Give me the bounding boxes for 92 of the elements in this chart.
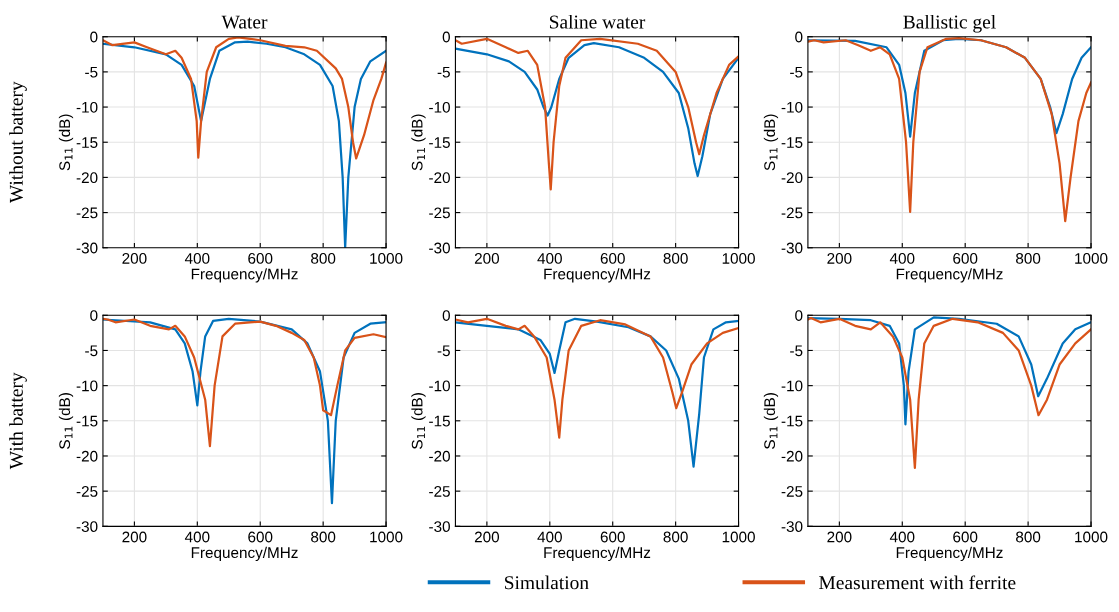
x-tick-label: 400 bbox=[537, 531, 562, 543]
x-tick-label: 200 bbox=[122, 253, 147, 264]
y-tick-label: -20 bbox=[76, 450, 98, 462]
y-tick-label: -20 bbox=[76, 172, 98, 184]
x-tick-label: 600 bbox=[953, 531, 978, 543]
y-axis-title: S$_{11}$ (dB) bbox=[58, 114, 74, 171]
x-tick-label: 600 bbox=[248, 531, 273, 543]
text: With battery bbox=[9, 372, 27, 470]
chart-title: Water bbox=[221, 15, 268, 29]
x-axis-title: Frequency/MHz bbox=[896, 268, 1003, 283]
y-tick-label: -5 bbox=[790, 345, 803, 357]
y-tick-label: -30 bbox=[76, 242, 98, 254]
y-axis-title: S$_{11}$ (dB) bbox=[763, 114, 779, 171]
x-tick-label: 200 bbox=[827, 253, 852, 264]
x-tick-label: 400 bbox=[537, 253, 562, 264]
y-tick-label: -20 bbox=[429, 450, 450, 462]
y-tick-label: -25 bbox=[429, 486, 450, 497]
y-tick-label: -10 bbox=[76, 380, 98, 392]
legend-label: Simulation bbox=[505, 575, 589, 590]
chart-title: Ballistic gel bbox=[903, 14, 996, 33]
x-tick-label: 200 bbox=[122, 531, 147, 543]
y-tick-label: -10 bbox=[429, 380, 450, 392]
x-axis-title: Frequency/MHz bbox=[191, 546, 298, 562]
x-tick-label: 600 bbox=[953, 253, 978, 264]
y-tick-label: -10 bbox=[781, 101, 803, 113]
y-tick-label: -20 bbox=[781, 450, 803, 462]
x-tick-label: 200 bbox=[474, 531, 500, 543]
y-tick-label: -15 bbox=[781, 415, 803, 427]
x-tick-label: 1000 bbox=[370, 531, 403, 543]
x-tick-label: 400 bbox=[889, 253, 915, 264]
x-tick-label: 800 bbox=[1016, 253, 1041, 264]
legend-label: Measurement with ferrite bbox=[819, 575, 1016, 590]
y-tick-label: -25 bbox=[781, 486, 803, 497]
y-tick-label: -10 bbox=[429, 101, 450, 113]
y-tick-label: -25 bbox=[76, 207, 98, 219]
y-tick-label: -5 bbox=[437, 66, 450, 78]
y-tick-label: -30 bbox=[781, 242, 803, 254]
y-tick-label: -15 bbox=[76, 137, 98, 148]
y-tick-label: -15 bbox=[781, 137, 803, 148]
x-tick-label: 600 bbox=[600, 531, 625, 543]
y-tick-label: -30 bbox=[429, 521, 450, 533]
y-axis-title: S$_{11}$ (dB) bbox=[58, 393, 74, 449]
x-tick-label: 1000 bbox=[722, 253, 755, 264]
y-tick-label: -25 bbox=[781, 207, 803, 219]
y-axis-title: S$_{11}$ (dB) bbox=[763, 393, 779, 449]
y-tick-label: -30 bbox=[781, 521, 803, 533]
x-tick-label: 400 bbox=[184, 253, 210, 264]
x-tick-label: 200 bbox=[474, 253, 500, 264]
y-axis-title: S$_{11}$ (dB) bbox=[411, 393, 426, 449]
y-tick-label: 0 bbox=[795, 31, 803, 43]
x-tick-label: 800 bbox=[311, 531, 336, 543]
x-tick-label: 800 bbox=[663, 531, 688, 543]
x-tick-label: 1000 bbox=[1075, 253, 1108, 264]
y-tick-label: 0 bbox=[90, 31, 98, 43]
y-tick-label: -5 bbox=[790, 66, 803, 78]
y-tick-label: -25 bbox=[429, 207, 450, 219]
x-tick-label: 600 bbox=[600, 253, 625, 264]
y-tick-label: -15 bbox=[429, 415, 450, 427]
x-axis-title: Frequency/MHz bbox=[191, 268, 298, 283]
y-tick-label: -5 bbox=[437, 345, 450, 357]
x-tick-label: 1000 bbox=[1075, 531, 1108, 543]
y-tick-label: 0 bbox=[442, 310, 450, 321]
text: Without battery bbox=[9, 81, 27, 204]
x-tick-label: 1000 bbox=[370, 253, 403, 264]
x-axis-title: Frequency/MHz bbox=[544, 268, 651, 283]
x-tick-label: 800 bbox=[311, 253, 336, 264]
x-tick-label: 400 bbox=[889, 531, 915, 543]
x-tick-label: 600 bbox=[248, 253, 273, 264]
y-tick-label: -10 bbox=[781, 380, 803, 392]
x-tick-label: 1000 bbox=[722, 531, 755, 543]
y-tick-label: -15 bbox=[76, 415, 98, 427]
x-axis-title: Frequency/MHz bbox=[896, 546, 1003, 562]
line-series bbox=[102, 40, 387, 248]
x-axis-title: Frequency/MHz bbox=[544, 546, 651, 562]
y-tick-label: -5 bbox=[85, 345, 98, 357]
y-tick-label: -25 bbox=[76, 486, 98, 497]
y-tick-label: -5 bbox=[85, 66, 98, 78]
y-tick-label: -30 bbox=[429, 242, 450, 254]
x-tick-label: 800 bbox=[1016, 531, 1041, 543]
y-tick-label: -20 bbox=[429, 172, 450, 184]
x-tick-label: 800 bbox=[663, 253, 688, 264]
y-tick-label: -10 bbox=[76, 101, 98, 113]
y-tick-label: -30 bbox=[76, 521, 98, 533]
y-tick-label: 0 bbox=[795, 310, 803, 321]
y-tick-label: 0 bbox=[442, 31, 450, 43]
y-tick-label: -15 bbox=[429, 137, 450, 148]
chart-title: Saline water bbox=[549, 14, 646, 29]
x-tick-label: 400 bbox=[184, 531, 210, 543]
y-axis-title: S$_{11}$ (dB) bbox=[411, 114, 426, 171]
y-tick-label: 0 bbox=[90, 310, 98, 321]
y-tick-label: -20 bbox=[781, 172, 803, 184]
x-tick-label: 200 bbox=[827, 531, 852, 543]
